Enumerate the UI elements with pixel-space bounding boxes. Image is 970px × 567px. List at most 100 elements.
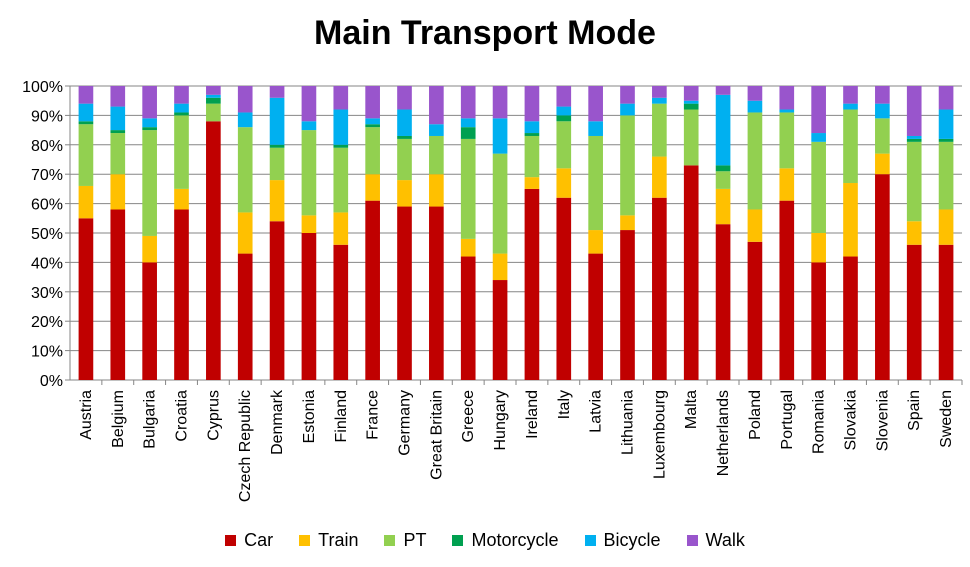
y-tick-label: 40% <box>31 255 63 272</box>
x-tick-label: Latvia <box>588 390 605 433</box>
bar-segment-train <box>779 168 795 201</box>
bar-segment-car <box>333 244 349 380</box>
bar-segment-car <box>683 165 699 380</box>
bar-segment-motorcycle <box>683 103 699 110</box>
bar-segment-bicycle <box>747 100 763 113</box>
x-tick-label: France <box>365 390 382 440</box>
bar-segment-car <box>938 244 954 380</box>
bar-segment-bicycle <box>906 135 922 139</box>
bar-segment-train <box>397 180 412 207</box>
bar-segment-motorcycle <box>938 138 954 142</box>
bar-segment-walk <box>269 86 285 98</box>
bar-segment-walk <box>78 86 94 104</box>
bar-segment-bicycle <box>78 103 94 122</box>
legend-swatch <box>584 535 596 546</box>
bar-segment-pt <box>715 171 731 189</box>
bar-segment-train <box>747 209 763 242</box>
bar-segment-train <box>333 212 349 245</box>
bar-segment-car <box>715 224 731 380</box>
bar-segment-train <box>875 153 890 175</box>
bar-segment-pt <box>620 115 635 216</box>
bar-segment-walk <box>206 86 221 95</box>
bar-segment-motorcycle <box>333 144 349 148</box>
legend-label: Car <box>244 530 274 550</box>
bar-segment-train <box>174 188 189 210</box>
legend-label: Bicycle <box>603 530 661 550</box>
bar-segment-bicycle <box>301 121 317 131</box>
legend-swatch <box>686 535 698 546</box>
bar-segment-bicycle <box>811 133 826 142</box>
legend-item: Walk <box>686 530 745 551</box>
legend-swatch <box>299 535 311 546</box>
x-tick-label: Croatia <box>174 390 191 442</box>
bar-segment-car <box>811 262 826 380</box>
bar-segment-walk <box>779 86 795 110</box>
bar-segment-pt <box>301 130 317 216</box>
x-tick-label: Lithuania <box>620 390 637 455</box>
bar-segment-bicycle <box>652 97 667 104</box>
chart-title: Main Transport Mode <box>314 14 656 52</box>
x-tick-label: Finland <box>333 390 350 442</box>
x-tick-label: Denmark <box>269 389 286 455</box>
x-tick-label: Italy <box>556 390 573 419</box>
bar-segment-pt <box>524 135 540 178</box>
x-tick-label: Poland <box>747 390 764 440</box>
bar-segment-motorcycle <box>174 112 189 116</box>
bar-segment-walk <box>429 86 444 125</box>
bar-segment-bicycle <box>206 94 221 98</box>
bar-segment-bicycle <box>588 121 603 136</box>
bar-segment-pt <box>174 115 189 189</box>
x-tick-label: Ireland <box>524 390 541 439</box>
bar-segment-bicycle <box>843 103 858 110</box>
bar-segment-bicycle <box>779 109 795 113</box>
bar-segment-pt <box>397 138 412 181</box>
bar-segment-walk <box>237 86 253 113</box>
legend-label: PT <box>403 530 427 550</box>
bar-segment-bicycle <box>174 103 189 113</box>
bar-segment-pt <box>779 112 795 169</box>
bar-segment-motorcycle <box>365 124 380 128</box>
bar-segment-pt <box>333 147 349 213</box>
bar-segment-bicycle <box>110 106 126 131</box>
bar-segment-bicycle <box>875 103 890 119</box>
bar-segment-car <box>779 200 795 380</box>
bar-segment-bicycle <box>429 124 444 136</box>
bar-segment-bicycle <box>620 103 635 116</box>
bar-segment-car <box>556 197 572 380</box>
bar-segment-motorcycle <box>524 133 540 136</box>
bar-segment-motorcycle <box>397 135 412 139</box>
bar-segment-car <box>875 174 890 380</box>
legend-item: Car <box>225 530 273 551</box>
x-tick-label: Cyprus <box>205 390 222 441</box>
x-tick-label: Belgium <box>110 390 127 448</box>
bar-segment-car <box>365 200 380 380</box>
bar-segment-walk <box>524 86 540 122</box>
bar-segment-bicycle <box>365 118 380 125</box>
bar-segment-walk <box>174 86 189 104</box>
legend-item: Motorcycle <box>452 530 559 551</box>
y-tick-label: 50% <box>31 226 63 243</box>
legend-label: Train <box>318 530 359 550</box>
x-tick-label: Czech Republic <box>237 390 254 502</box>
bar-segment-pt <box>269 147 285 181</box>
bar-segment-train <box>142 235 157 263</box>
y-tick-label: 80% <box>31 138 63 155</box>
bar-segment-motorcycle <box>269 144 285 148</box>
bar-segment-walk <box>397 86 412 110</box>
bar-segment-walk <box>333 86 349 110</box>
bar-segment-car <box>460 256 476 380</box>
bar-segment-pt <box>588 135 603 231</box>
bar-segment-walk <box>142 86 157 119</box>
bar-segment-motorcycle <box>110 130 126 134</box>
bar-segment-train <box>524 177 540 189</box>
bar-segment-car <box>652 197 667 380</box>
bar-segment-train <box>938 209 954 245</box>
bar-segment-car <box>843 256 858 380</box>
bar-segment-train <box>652 156 667 198</box>
bar-segment-bicycle <box>397 109 412 136</box>
bar-segment-walk <box>620 86 635 104</box>
legend-item: Train <box>299 530 358 551</box>
bar-segment-walk <box>715 86 731 95</box>
bar-segment-car <box>142 262 157 380</box>
x-tick-label: Malta <box>683 390 700 429</box>
